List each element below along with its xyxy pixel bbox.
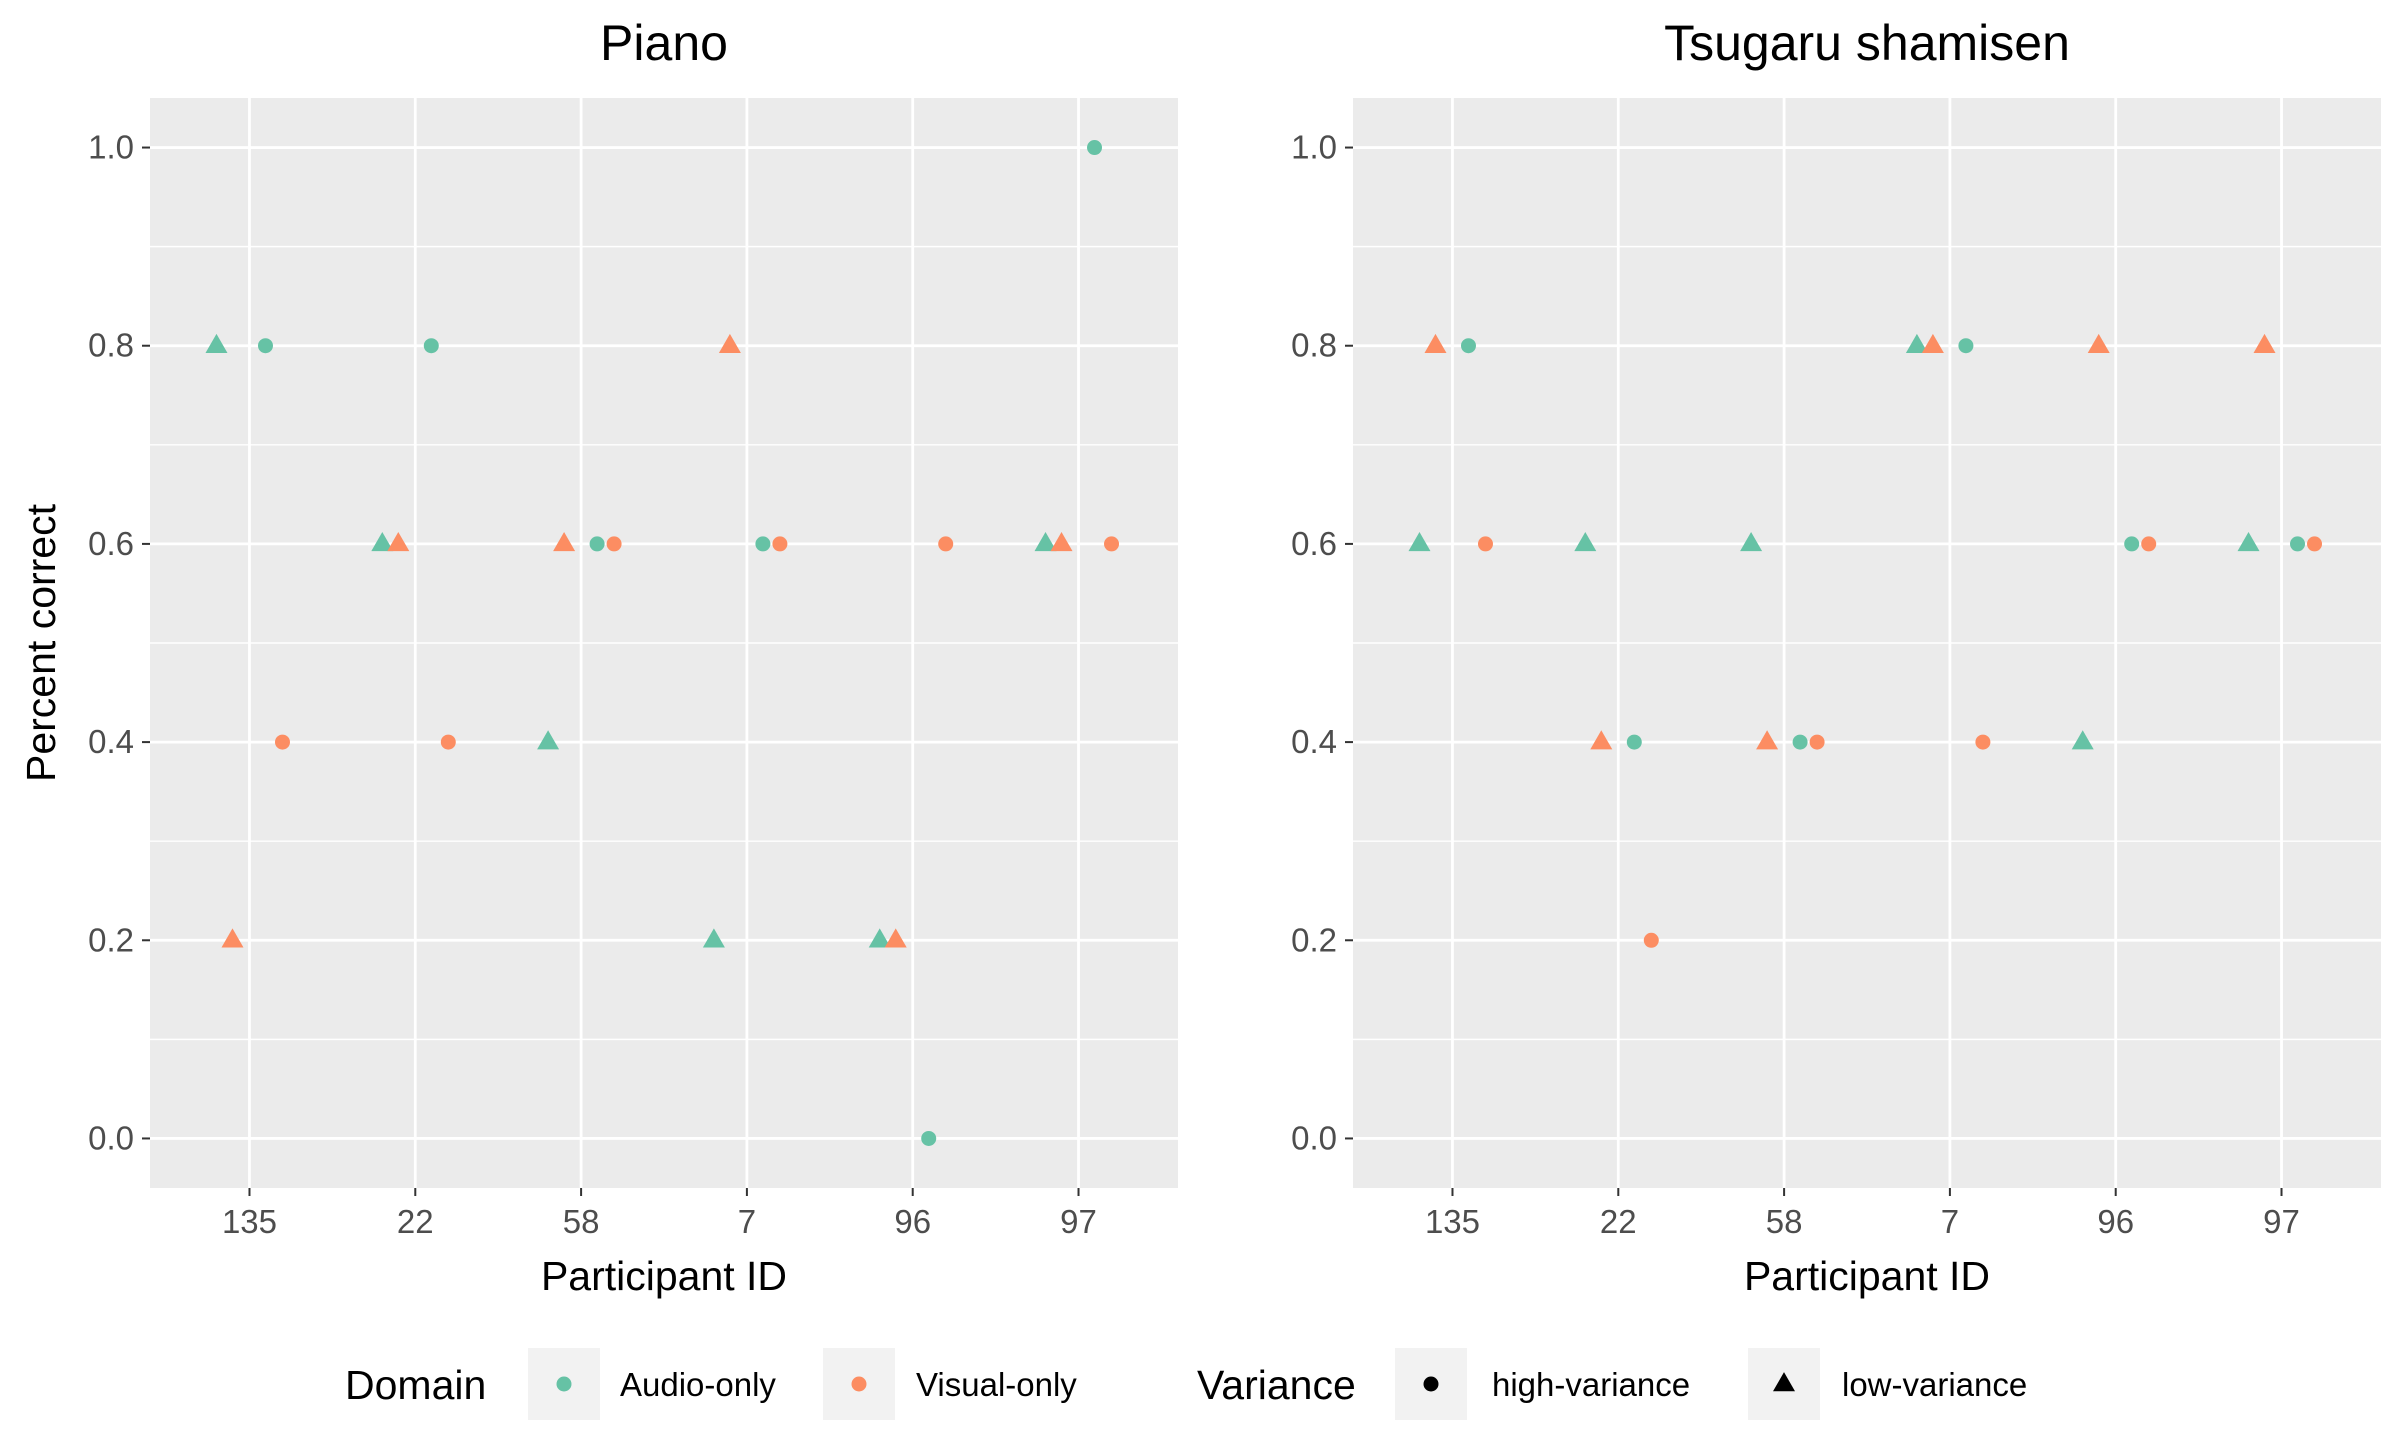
y-tick-label: 0.0: [88, 1119, 134, 1156]
data-point-135-visual-low: [221, 928, 244, 948]
legend-key-audio: [556, 1376, 572, 1392]
legend-label-variance: high-variance: [1492, 1366, 1690, 1403]
y-tick-label: 0.2: [1291, 921, 1337, 958]
data-point-96-visual-low: [884, 928, 907, 948]
data-point-7-visual-high: [1975, 734, 1991, 750]
data-point-135-visual-low: [1424, 333, 1447, 354]
legend-title-domain: Domain: [345, 1362, 486, 1408]
x-tick-label: 97: [2263, 1203, 2300, 1240]
data-point-96-audio-high: [2124, 536, 2140, 552]
panel-title: Tsugaru shamisen: [1664, 15, 2070, 71]
panel-2: 0.0 0.2 0.4 0.6 0.8 1.0 135 22 58 7 96 97 Tsugaru sh…: [1291, 15, 2381, 1299]
data-point-96-audio-low: [2071, 730, 2094, 750]
data-point-96-visual-high: [938, 536, 954, 552]
y-tick-label: 1.0: [88, 129, 134, 166]
data-point-22-visual-low: [387, 532, 410, 552]
data-point-22-audio-low: [1574, 532, 1597, 552]
data-point-7-visual-high: [772, 536, 788, 552]
x-tick-label: 97: [1060, 1203, 1097, 1240]
legend: Domain Audio-only Visual-only Variance high-…: [345, 1348, 2027, 1420]
y-tick-label: 0.8: [88, 327, 134, 364]
data-point-22-audio-high: [1626, 734, 1642, 750]
data-point-135-visual-high: [274, 734, 290, 750]
x-tick-label: 7: [1941, 1203, 1959, 1240]
data-point-97-visual-high: [2307, 536, 2323, 552]
data-point-22-visual-high: [1643, 932, 1659, 948]
data-point-97-visual-low: [2253, 333, 2276, 354]
x-tick-label: 22: [1600, 1203, 1637, 1240]
data-point-96-audio-high: [921, 1130, 937, 1146]
y-tick-label: 0.8: [1291, 327, 1337, 364]
x-tick-label: 7: [738, 1203, 756, 1240]
x-tick-label: 58: [563, 1203, 600, 1240]
data-point-58-visual-high: [1809, 734, 1825, 750]
data-point-135-audio-high: [1460, 338, 1476, 354]
data-point-58-audio-high: [1792, 734, 1808, 750]
legend-key-low-variance: [1773, 1372, 1795, 1392]
legend-label-domain: Audio-only: [620, 1366, 776, 1403]
y-tick-label: 0.6: [88, 525, 134, 562]
data-point-97-audio-low: [2237, 532, 2260, 552]
data-point-97-visual-high: [1104, 536, 1120, 552]
data-point-58-audio-low: [537, 730, 560, 750]
data-point-22-visual-low: [1590, 730, 1613, 750]
data-point-97-audio-low: [1034, 532, 1057, 552]
x-axis-title: Participant ID: [1744, 1253, 1990, 1299]
data-point-7-audio-low: [702, 928, 725, 948]
y-tick-label: 0.6: [1291, 525, 1337, 562]
data-point-135-audio-low: [1408, 532, 1431, 552]
panel-1: 0.0 0.2 0.4 0.6 0.8 1.0 135 22 58 7 96 97 Piano Parti…: [18, 15, 1178, 1299]
data-point-97-visual-low: [1050, 532, 1073, 552]
y-tick-label: 0.4: [88, 723, 134, 760]
data-point-96-visual-high: [2141, 536, 2157, 552]
x-tick-label: 96: [2097, 1203, 2134, 1240]
data-point-58-visual-low: [1756, 730, 1779, 750]
data-point-135-visual-high: [1477, 536, 1493, 552]
legend-title-variance: Variance: [1197, 1362, 1356, 1408]
x-tick-label: 58: [1766, 1203, 1803, 1240]
data-point-7-audio-high: [755, 536, 771, 552]
data-point-96-visual-low: [2087, 333, 2110, 354]
data-point-96-audio-low: [868, 928, 891, 948]
data-point-22-audio-low: [371, 532, 394, 552]
data-point-22-visual-high: [440, 734, 456, 750]
x-tick-label: 96: [894, 1203, 931, 1240]
panel-title: Piano: [600, 15, 728, 71]
data-point-58-audio-low: [1740, 532, 1763, 552]
legend-key-visual: [851, 1376, 867, 1392]
y-axis-title: Percent correct: [18, 503, 64, 782]
data-point-7-audio-low: [1905, 333, 1928, 354]
data-point-7-audio-high: [1958, 338, 1974, 354]
y-tick-label: 0.2: [88, 921, 134, 958]
data-point-58-audio-high: [589, 536, 605, 552]
x-axis-title: Participant ID: [541, 1253, 787, 1299]
x-tick-label: 135: [1425, 1203, 1480, 1240]
data-point-58-visual-low: [553, 532, 576, 552]
data-point-135-audio-low: [205, 333, 228, 354]
data-point-22-audio-high: [423, 338, 439, 354]
legend-key-high-variance: [1423, 1376, 1439, 1392]
data-point-97-audio-high: [1087, 140, 1103, 156]
data-point-7-visual-low: [718, 333, 741, 354]
y-tick-label: 0.0: [1291, 1119, 1337, 1156]
legend-label-variance: low-variance: [1842, 1366, 2027, 1403]
y-tick-label: 0.4: [1291, 723, 1337, 760]
x-tick-label: 22: [397, 1203, 434, 1240]
data-point-97-audio-high: [2290, 536, 2306, 552]
legend-label-domain: Visual-only: [916, 1366, 1077, 1403]
y-tick-label: 1.0: [1291, 129, 1337, 166]
data-point-7-visual-low: [1921, 333, 1944, 354]
data-point-135-audio-high: [257, 338, 273, 354]
data-point-58-visual-high: [606, 536, 622, 552]
x-tick-label: 135: [222, 1203, 277, 1240]
